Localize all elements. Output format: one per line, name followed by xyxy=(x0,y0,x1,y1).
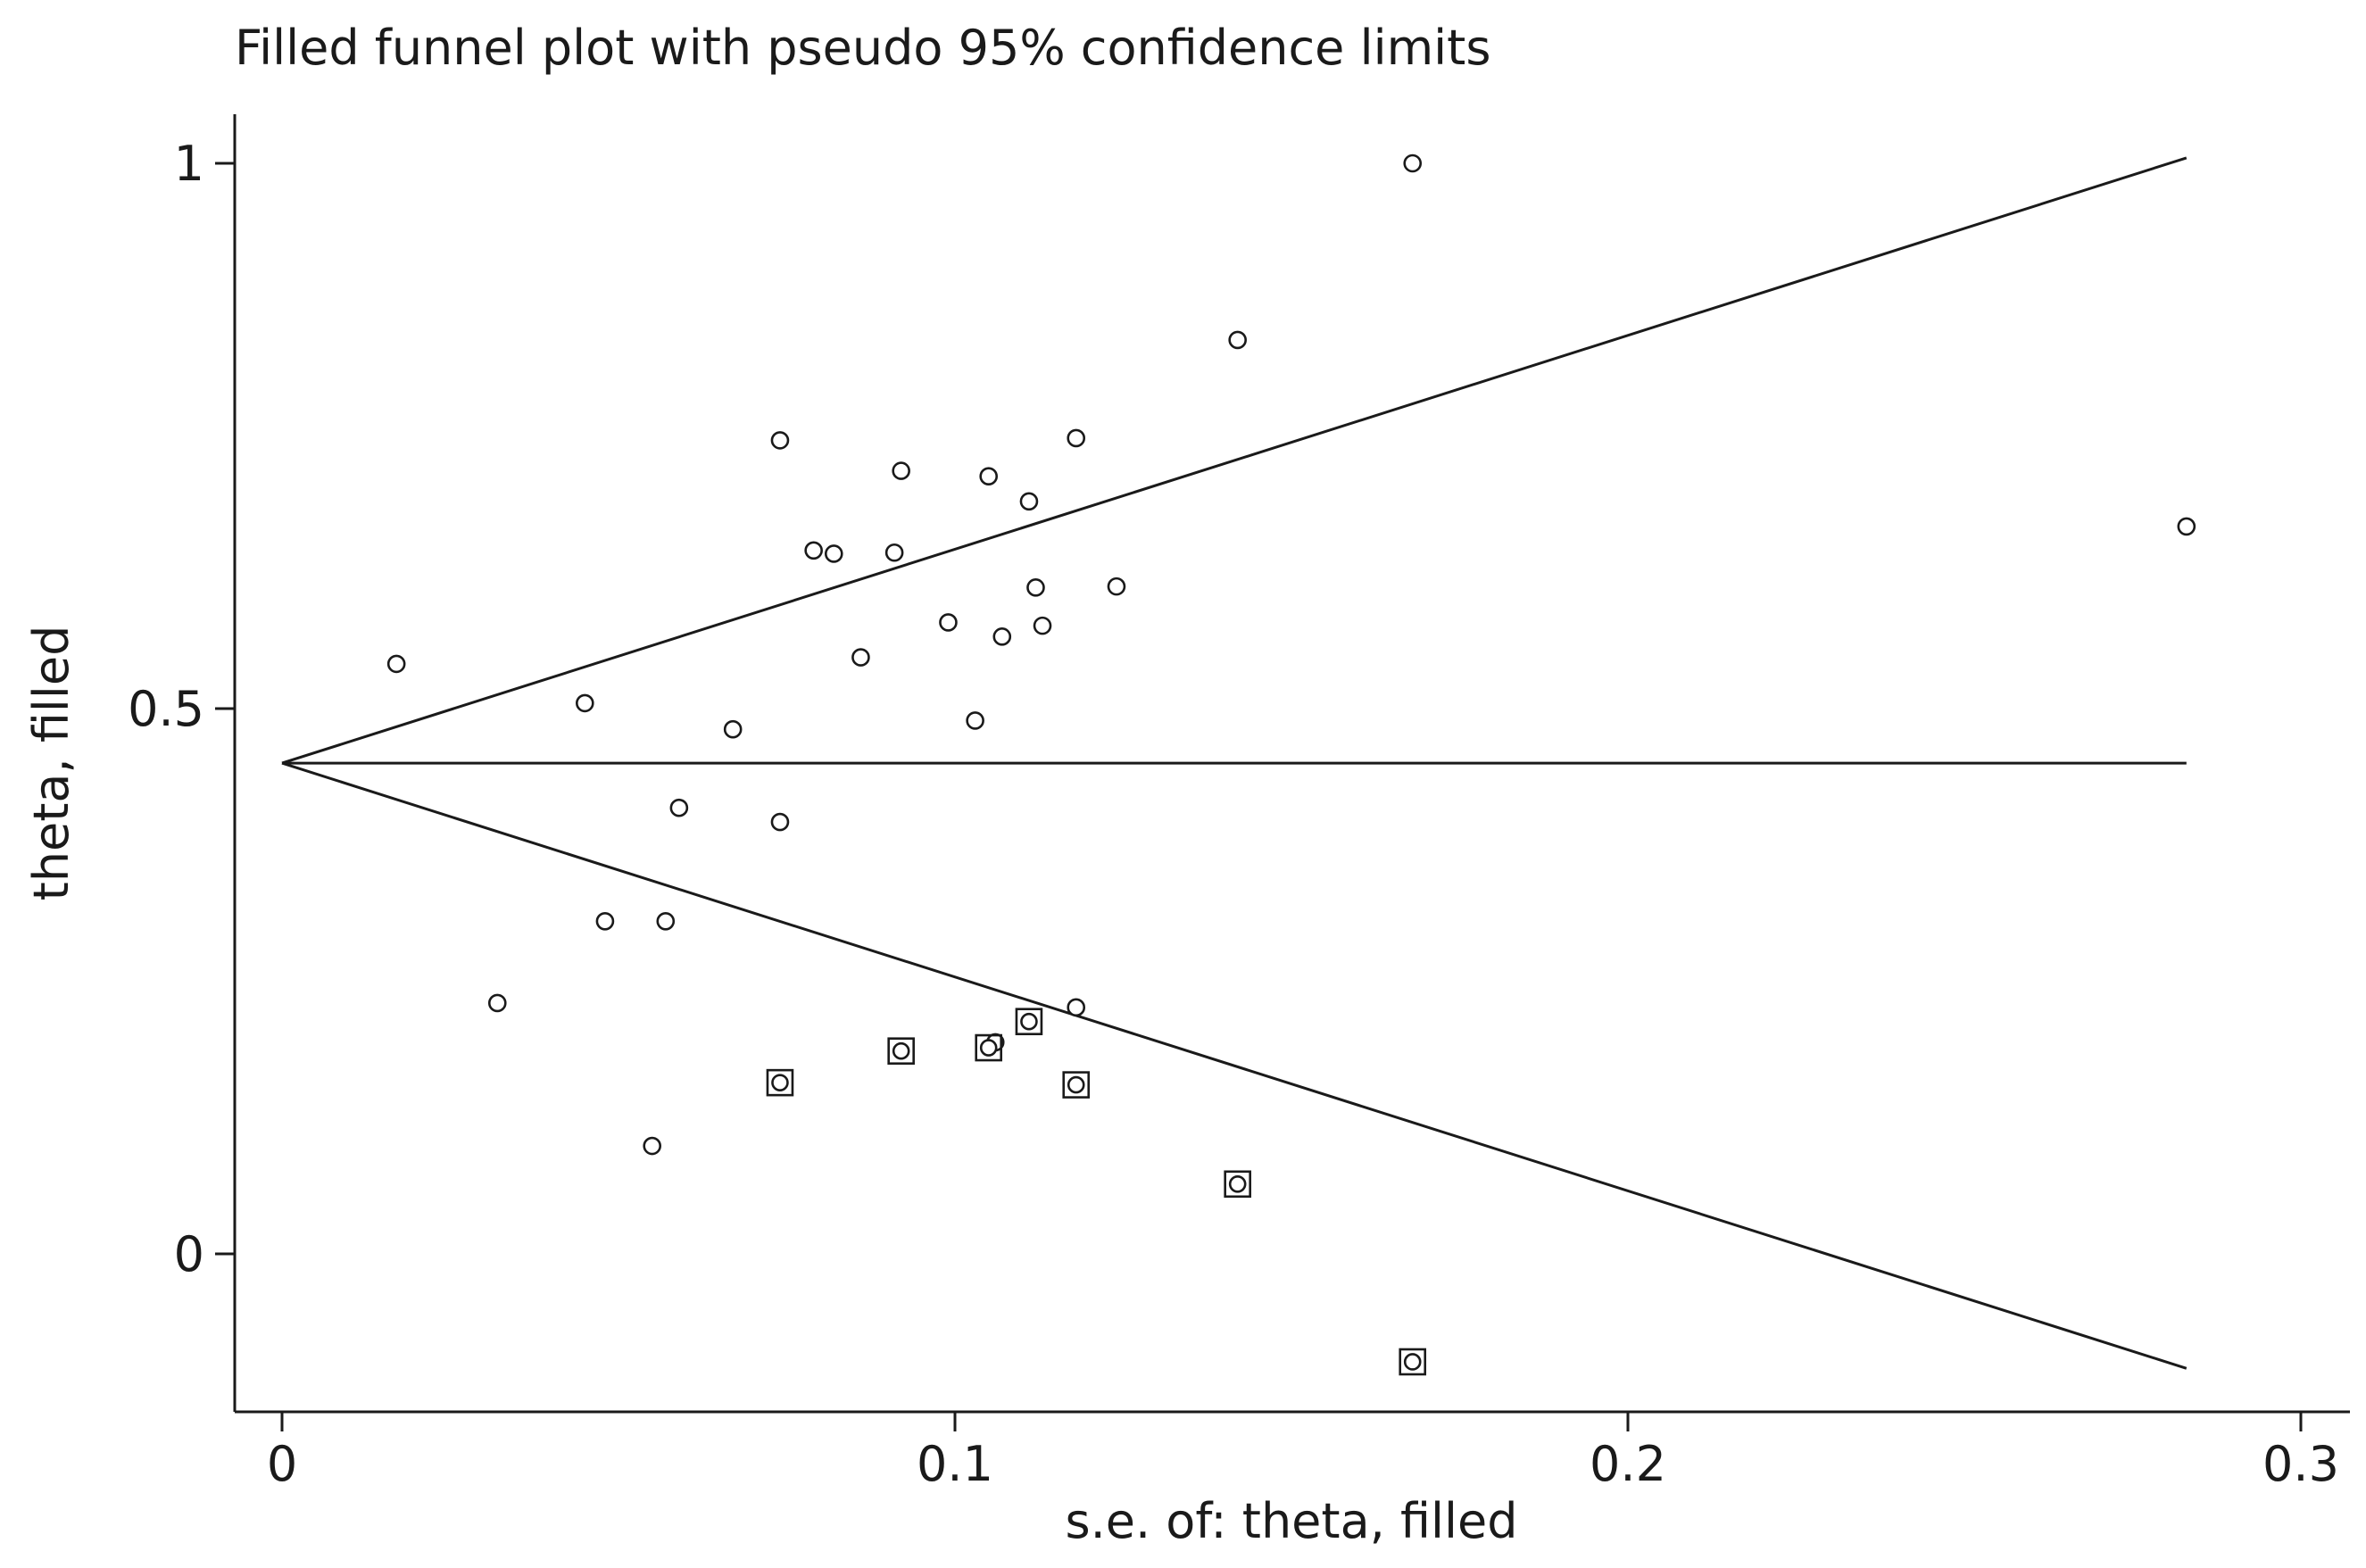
observed-study-point xyxy=(770,431,790,450)
filled-study-circle xyxy=(1067,1075,1085,1094)
y-tick-label: 0 xyxy=(174,1226,204,1282)
observed-study-point xyxy=(939,613,958,632)
observed-study-point xyxy=(2177,517,2196,536)
observed-study-point xyxy=(892,461,910,480)
observed-study-point xyxy=(966,711,984,730)
filled-study-point xyxy=(1062,1071,1091,1099)
funnel-lower-limit-line xyxy=(281,761,2188,1370)
observed-study-point xyxy=(1403,153,1423,173)
y-ticks: 00.51 xyxy=(128,136,235,1282)
funnel-lines xyxy=(281,156,2188,1370)
filled-study-circle xyxy=(771,1074,789,1091)
y-tick-label: 1 xyxy=(174,136,204,192)
observed-study-point xyxy=(1026,578,1045,597)
filled-study-point xyxy=(766,1068,794,1097)
observed-study-point xyxy=(804,541,823,560)
x-tick-label: 0.2 xyxy=(1590,1436,1666,1492)
observed-study-point xyxy=(1228,330,1247,350)
observed-study-point xyxy=(1019,492,1039,511)
x-tick-label: 0.1 xyxy=(917,1436,993,1492)
filled-study-point xyxy=(975,1033,1002,1062)
observed-study-point xyxy=(1107,577,1126,596)
observed-study-point xyxy=(595,911,615,931)
observed-study-point xyxy=(575,693,594,713)
axes xyxy=(233,114,2350,1414)
x-axis-label: s.e. of: theta, filled xyxy=(1065,1493,1517,1549)
observed-study-point xyxy=(1067,428,1086,448)
observed-study-point xyxy=(979,467,998,486)
x-tick-label: 0 xyxy=(267,1436,297,1492)
observed-study-point xyxy=(851,648,870,667)
chart-title: Filled funnel plot with pseudo 95% confi… xyxy=(235,20,1490,76)
observed-study-point xyxy=(884,543,904,562)
observed-study-point xyxy=(643,1136,662,1156)
filled-study-square xyxy=(1224,1170,1251,1199)
observed-study-point xyxy=(770,812,790,832)
filled-study-circle xyxy=(1228,1174,1247,1193)
observed-study-point xyxy=(1067,998,1086,1017)
observed-study-point xyxy=(487,993,507,1013)
x-tick-label: 0.3 xyxy=(2262,1436,2339,1492)
observed-study-point xyxy=(669,798,689,817)
filled-study-square xyxy=(887,1037,915,1066)
filled-study-circle xyxy=(892,1041,910,1060)
observed-study-point xyxy=(1033,616,1052,635)
funnel-upper-limit-line xyxy=(281,156,2188,765)
filled-study-point xyxy=(1224,1170,1251,1199)
filled-study-circle xyxy=(1403,1353,1422,1371)
filled-study-point xyxy=(1015,1008,1043,1036)
filled-study-square xyxy=(1062,1071,1091,1099)
x-ticks: 0 0.1 0.2 0.3 xyxy=(267,1412,2339,1492)
observed-study-point xyxy=(992,627,1012,646)
observed-study-point xyxy=(824,544,843,563)
observed-study-point xyxy=(656,911,676,931)
filled-study-point xyxy=(887,1037,915,1066)
y-tick-label: 0.5 xyxy=(128,681,204,737)
filled-study-point xyxy=(1399,1348,1427,1376)
filled-study-square xyxy=(1399,1348,1427,1376)
observed-study-point xyxy=(723,719,743,739)
filled-study-square xyxy=(1015,1008,1043,1036)
filled-study-circle xyxy=(979,1039,998,1057)
filled-study-square xyxy=(766,1068,794,1097)
filled-study-square xyxy=(975,1033,1002,1062)
observed-study-point xyxy=(386,654,406,674)
data-points xyxy=(386,153,2196,1376)
y-axis-label: theta, filled xyxy=(23,626,79,901)
filled-study-circle xyxy=(1020,1012,1038,1031)
